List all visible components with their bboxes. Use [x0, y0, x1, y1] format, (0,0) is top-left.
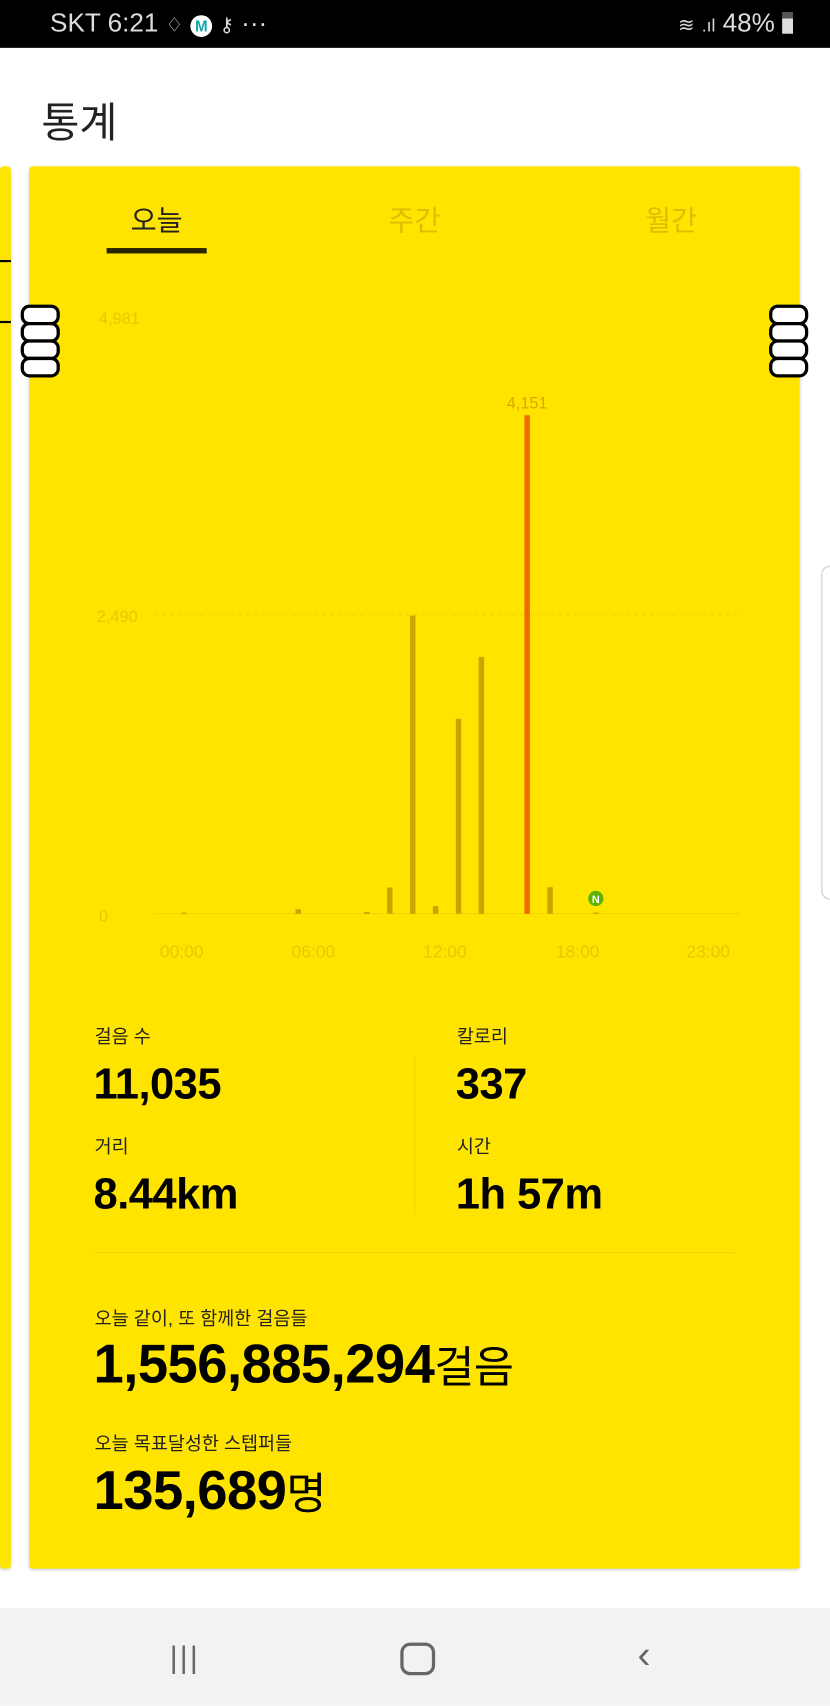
page-title: 통계	[41, 101, 118, 147]
supercash-icon: ♢	[165, 14, 184, 36]
time-label: 시간	[456, 1136, 491, 1158]
x-tick: 23:00	[686, 943, 730, 962]
back-icon[interactable]: ‹	[637, 1631, 651, 1677]
battery-icon	[782, 11, 794, 34]
y-tick-zero: 0	[98, 907, 109, 926]
recent-apps-icon[interactable]: |||	[169, 1640, 200, 1675]
bar	[547, 887, 553, 914]
previous-card-edge[interactable]	[0, 166, 11, 1569]
wifi-icon: ≋	[678, 14, 695, 36]
key-icon: ⚷	[219, 14, 234, 36]
x-tick: 06:00	[291, 943, 336, 962]
hourly-steps-chart: 4,151 N	[154, 395, 740, 915]
peak-value-label: 4,151	[507, 395, 548, 413]
time-value: 1h 57m	[455, 1170, 603, 1219]
bar	[432, 906, 439, 914]
stats-divider	[414, 1055, 416, 1214]
achievers-unit: 명	[286, 1470, 326, 1519]
community-steps: 1,556,885,294걸음	[94, 1333, 514, 1396]
more-icon: ···	[241, 8, 268, 39]
status-right: ≋ .ıl 48%	[678, 8, 794, 39]
community-steps-value: 1,556,885,294	[93, 1333, 435, 1395]
calories-value: 337	[455, 1060, 528, 1109]
bar	[295, 909, 301, 914]
status-left: SKT 6:21 ♢ M ⚷ ···	[50, 9, 267, 39]
tab-weekly[interactable]: 주간	[388, 204, 441, 238]
x-tick: 18:00	[555, 943, 600, 962]
distance-value: 8.44km	[93, 1170, 239, 1219]
bar	[593, 912, 599, 914]
steps-label: 걸음 수	[94, 1026, 151, 1048]
x-tick: 12:00	[423, 943, 467, 962]
x-tick: 00:00	[159, 943, 204, 962]
section-divider	[94, 1252, 736, 1254]
card-ring-binder-left	[20, 304, 60, 378]
bar	[409, 615, 416, 914]
bar	[455, 718, 462, 914]
edge-panel-handle[interactable]	[821, 565, 830, 900]
signal-icon: .ıl	[701, 17, 716, 36]
community-steps-unit: 걸음	[434, 1344, 514, 1393]
steps-value: 11,035	[93, 1060, 222, 1109]
community-steps-label: 오늘 같이, 또 함께한 걸음들	[94, 1308, 308, 1330]
distance-label: 거리	[94, 1136, 129, 1158]
stats-card: 오늘 주간 월간 4,981 2,490 0 4,151 N 00:00 06:0…	[29, 166, 800, 1569]
tab-today[interactable]: 오늘	[130, 204, 183, 238]
marker-label: N	[592, 894, 600, 906]
highlight-bar	[524, 415, 530, 914]
bar	[478, 656, 485, 914]
home-icon[interactable]	[400, 1642, 436, 1676]
clock: 6:21	[107, 8, 159, 39]
achievers-label: 오늘 목표달성한 스텝퍼들	[94, 1433, 293, 1455]
battery-level: 48%	[722, 8, 775, 39]
achievers: 135,689명	[93, 1459, 327, 1522]
carrier: SKT	[50, 8, 101, 39]
y-tick-mid: 2,490	[96, 608, 138, 627]
active-tab-indicator	[106, 248, 207, 254]
calories-label: 칼로리	[456, 1026, 508, 1048]
bar	[387, 887, 393, 914]
navigation-bar: ||| ‹	[0, 1607, 830, 1706]
bar	[181, 912, 187, 914]
achievers-value: 135,689	[93, 1459, 287, 1521]
card-ring-binder-right	[769, 304, 809, 378]
current-hour-marker-icon	[588, 890, 604, 907]
m-app-icon: M	[190, 15, 213, 37]
status-bar: SKT 6:21 ♢ M ⚷ ··· ≋ .ıl 48%	[0, 0, 830, 48]
bar	[364, 911, 370, 914]
tab-monthly[interactable]: 월간	[645, 204, 698, 238]
y-tick-max: 4,981	[98, 310, 140, 329]
